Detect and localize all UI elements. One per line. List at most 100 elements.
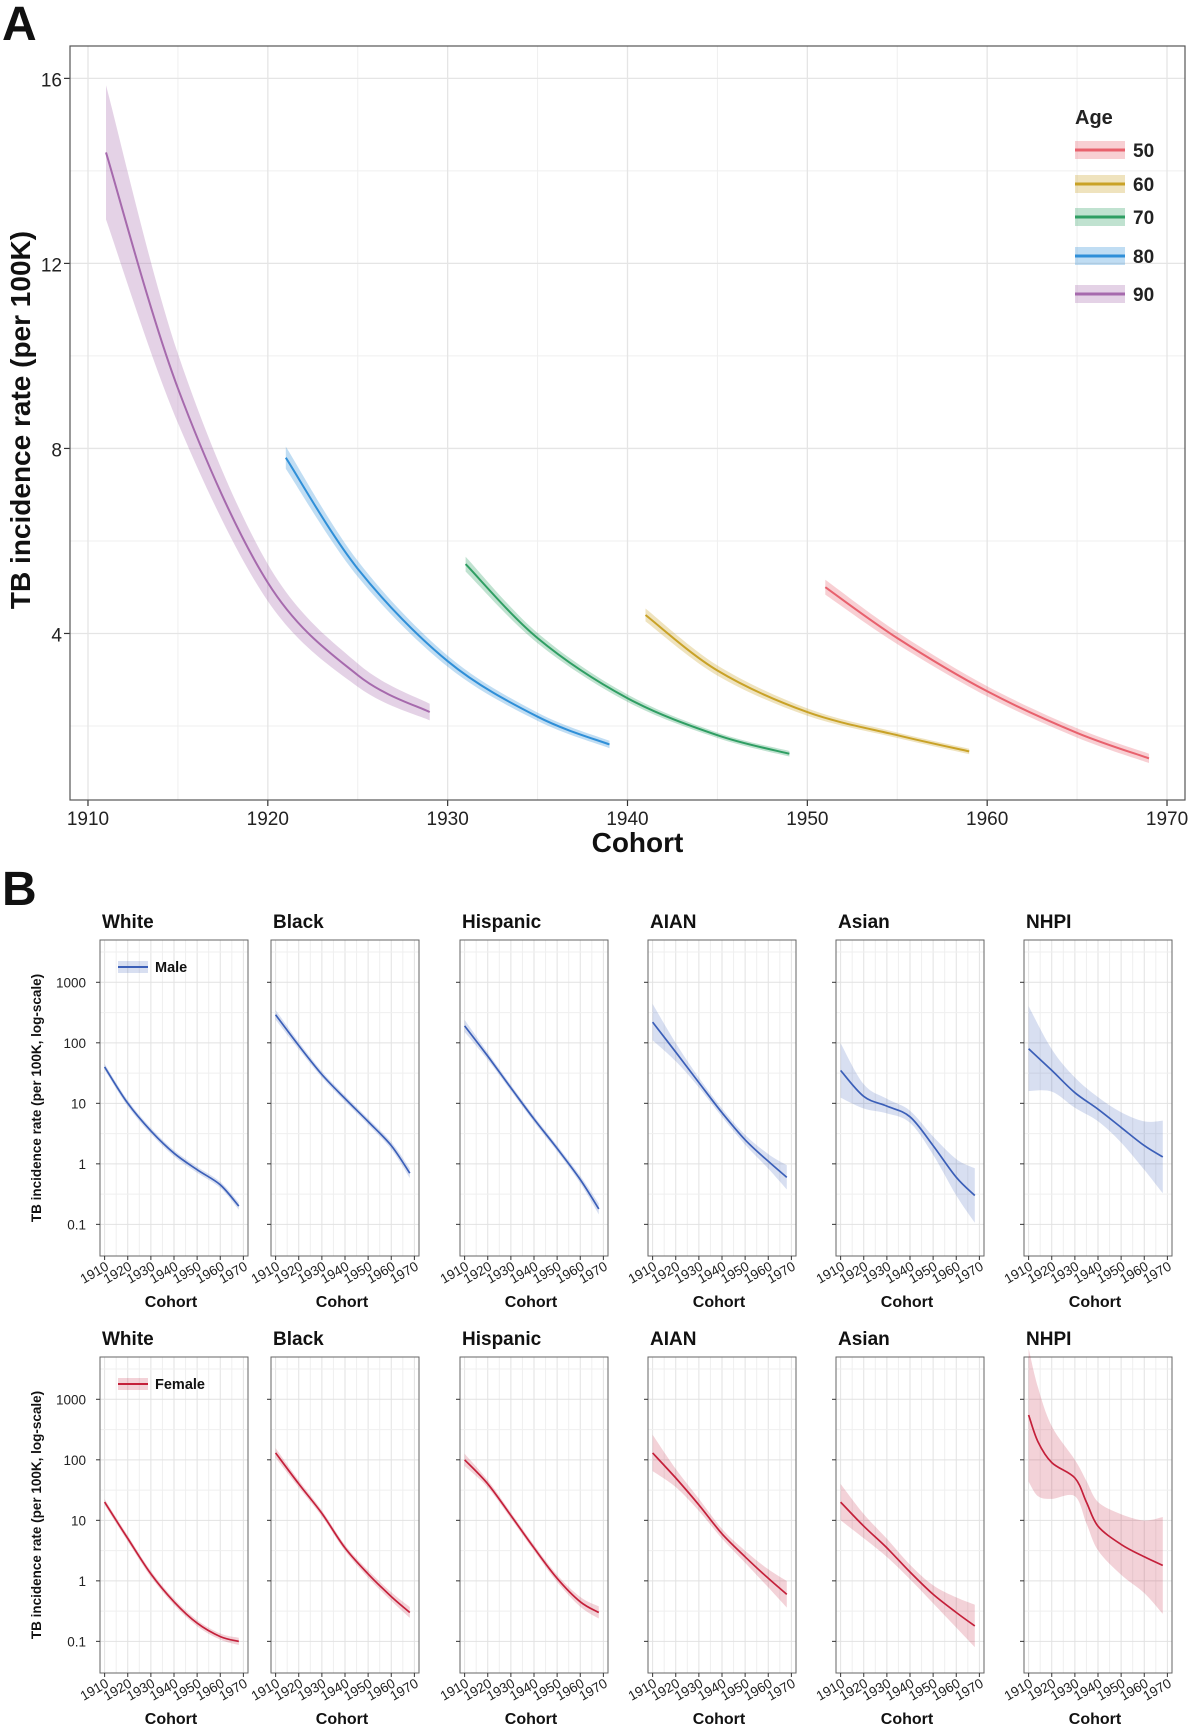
x-tick-label: 1940: [606, 809, 648, 830]
facet-title: Black: [273, 912, 324, 933]
series-50-line: [824, 586, 1150, 760]
facet-y-tick-label: 1: [78, 1157, 86, 1172]
legend-label-female: Female: [155, 1377, 205, 1393]
facet-x-axis-title: Cohort: [1069, 1711, 1122, 1725]
panel-b-letter: B: [2, 863, 37, 916]
facet-confidence-band: [1028, 1006, 1163, 1194]
facet-y-tick-label: 10: [71, 1096, 86, 1111]
facet-x-axis-title: Cohort: [316, 1711, 369, 1725]
facet-x-axis-title: Cohort: [693, 1711, 746, 1725]
facet-confidence-band: [464, 1453, 599, 1619]
series-90-line: [105, 152, 431, 713]
facet-male-white: White0.111010010001910192019301940195019…: [56, 912, 250, 1311]
panel-b-legend-female: Female: [118, 1377, 205, 1393]
facet-y-tick-label: 100: [63, 1453, 86, 1468]
facet-y-tick-label: 1000: [56, 1392, 86, 1407]
facet-y-tick-label: 100: [63, 1036, 86, 1051]
facet-x-axis-title: Cohort: [505, 1294, 558, 1311]
facet-x-axis-title: Cohort: [145, 1294, 198, 1311]
x-tick-label: 1960: [966, 809, 1008, 830]
facet-confidence-band: [652, 1003, 787, 1190]
facet-female-white: White0.111010010001910192019301940195019…: [56, 1329, 250, 1725]
y-tick-label: 16: [41, 70, 62, 91]
x-tick-label: 1950: [786, 809, 828, 830]
facet-title: AIAN: [650, 912, 696, 933]
facet-x-axis-title: Cohort: [505, 1711, 558, 1725]
facet-line: [651, 1452, 788, 1595]
facet-y-tick-label: 1: [78, 1574, 86, 1589]
x-tick-label: 1910: [67, 809, 109, 830]
x-tick-label: 1920: [247, 809, 289, 830]
y-tick-label: 8: [51, 440, 62, 461]
facet-y-tick-label: 10: [71, 1513, 86, 1528]
y-tick-label: 12: [41, 255, 62, 276]
facet-title: NHPI: [1026, 912, 1071, 933]
facet-x-axis-title: Cohort: [1069, 1294, 1122, 1311]
panel-b-chart: TB incidence rate (per 100K, log-scale) T…: [29, 912, 1174, 1725]
series-90-confidence-band: [106, 85, 430, 721]
facet-line: [103, 1501, 240, 1643]
facet-y-tick-label: 0.1: [67, 1634, 86, 1649]
series-60-line: [644, 614, 970, 753]
x-axis-title: Cohort: [592, 827, 684, 858]
facet-line: [463, 1459, 600, 1614]
facet-y-tick-label: 0.1: [67, 1217, 86, 1232]
facet-y-tick-label: 1000: [56, 975, 86, 990]
facet-line: [651, 1021, 788, 1178]
legend-label-70: 70: [1133, 208, 1154, 229]
legend-label-80: 80: [1133, 247, 1154, 268]
panel-a-frame: [69, 45, 1186, 801]
legend-label-60: 60: [1133, 175, 1154, 196]
legend-label-50: 50: [1133, 141, 1154, 162]
facet-male-hispanic: Hispanic1910192019301940195019601970Coho…: [438, 912, 610, 1311]
panel-a-letter: A: [2, 0, 37, 51]
facet-line: [1028, 1048, 1164, 1158]
facet-title: White: [102, 912, 154, 933]
facet-x-axis-title: Cohort: [881, 1294, 934, 1311]
facet-confidence-band: [275, 1010, 410, 1179]
y-axis-title: TB incidence rate (per 100K): [5, 231, 36, 609]
facet-line: [463, 1025, 600, 1210]
facet-line: [839, 1501, 976, 1627]
facet-line: [103, 1066, 240, 1207]
x-tick-label: 1970: [1146, 809, 1188, 830]
legend-label-90: 90: [1133, 285, 1154, 306]
panel-b-y-axis-title: TB incidence rate (per 100K, log-scale): [29, 1391, 44, 1639]
y-tick-label: 4: [51, 625, 62, 646]
legend-title: Age: [1075, 107, 1113, 129]
facet-title: Hispanic: [462, 1329, 542, 1350]
panel-b-legend-male: Male: [118, 960, 187, 976]
facet-confidence-band: [104, 1063, 239, 1210]
legend-label-male: Male: [155, 960, 187, 976]
facet-line: [274, 1452, 411, 1614]
facet-x-axis-title: Cohort: [881, 1711, 934, 1725]
facet-line: [839, 1069, 976, 1197]
facet-title: Asian: [838, 1329, 890, 1350]
facet-line: [274, 1014, 411, 1174]
facet-x-axis-title: Cohort: [316, 1294, 369, 1311]
facet-title: NHPI: [1026, 1329, 1071, 1350]
facet-confidence-band: [840, 1484, 975, 1648]
series-70-line: [464, 563, 790, 755]
facet-female-hispanic: Hispanic1910192019301940195019601970Coho…: [438, 1329, 610, 1725]
facet-confidence-band: [1028, 1348, 1163, 1614]
panel-a-chart: 1910 1920 1930 1940 1950 1960 1970 4 8 12 16 Cohort…: [5, 45, 1188, 858]
facet-x-axis-title: Cohort: [693, 1294, 746, 1311]
panel-b-y-axis-title: TB incidence rate (per 100K, log-scale): [29, 974, 44, 1222]
facet-line: [1027, 1414, 1164, 1567]
facet-x-axis-title: Cohort: [145, 1711, 198, 1725]
series-80-line: [284, 457, 610, 746]
x-tick-label: 1930: [427, 809, 469, 830]
facet-title: AIAN: [650, 1329, 696, 1350]
facet-title: Hispanic: [462, 912, 542, 933]
facet-title: Black: [273, 1329, 324, 1350]
